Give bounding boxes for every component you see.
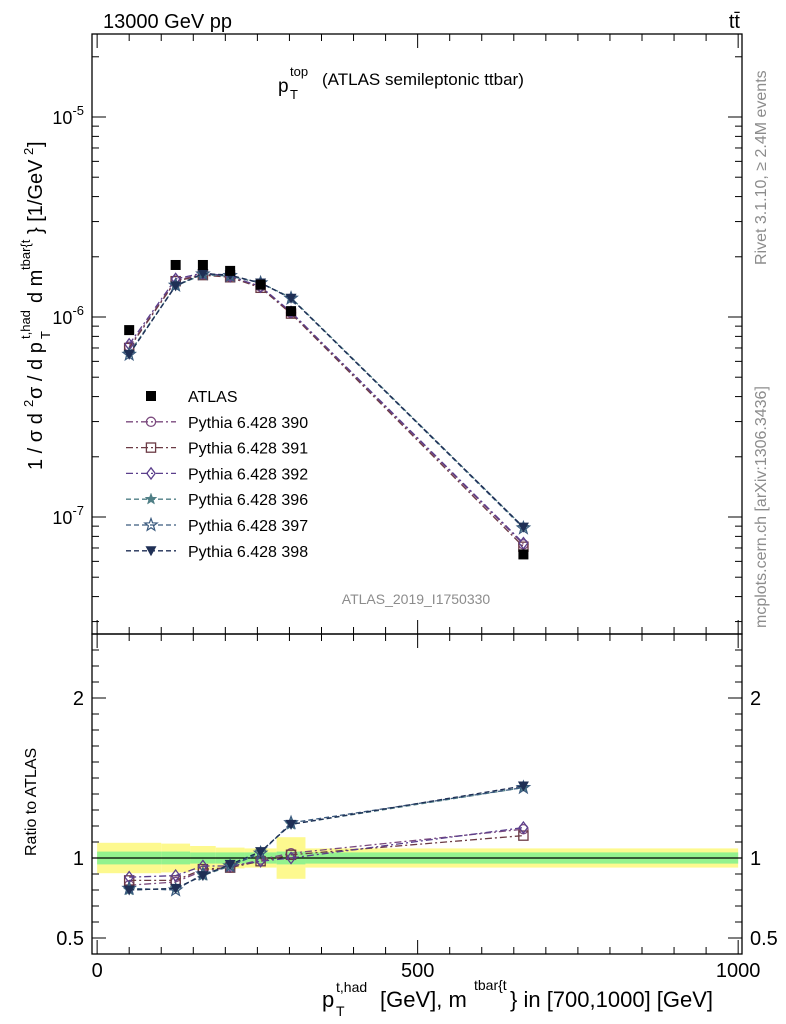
svg-text:2: 2	[21, 148, 36, 155]
legend: ATLAS Pythia 6.428 390 Pythia 6.428 391 Pyt…	[126, 389, 308, 561]
ratio-point	[123, 885, 135, 896]
data-point	[255, 279, 266, 290]
svg-text:(ATLAS semileptonic ttbar): (ATLAS semileptonic ttbar)	[322, 70, 524, 89]
legend-label: Pythia 6.428 391	[188, 441, 308, 458]
svg-text:d m: d m	[25, 270, 47, 303]
ratio-y-tick-label: 0.5	[56, 928, 84, 950]
ratio-y-tick-label: 1	[73, 848, 84, 870]
ratio-point	[285, 819, 297, 830]
ratio-frame	[91, 633, 743, 955]
svg-text:[GeV], m: [GeV], m	[380, 987, 467, 1012]
ratio-point	[286, 851, 297, 865]
x-tick-label: 0	[92, 960, 103, 982]
plot-title: p top T (ATLAS semileptonic ttbar)	[278, 64, 524, 102]
data-point	[124, 325, 135, 336]
ratio-y-tick-label-right: 1	[750, 848, 761, 870]
process-label: tt̄	[729, 11, 741, 33]
svg-text:tbar{t: tbar{t	[474, 977, 507, 993]
y-tick-label: 10-6	[52, 303, 84, 328]
series-point	[517, 522, 529, 533]
main-panel: 10-7 10-6 10-5	[52, 33, 743, 635]
svg-text:p: p	[322, 987, 334, 1012]
y-tick-label: 10-5	[52, 103, 84, 128]
data-point	[518, 549, 529, 560]
legend-marker	[145, 466, 157, 481]
ratio-point	[170, 883, 182, 894]
ratio-y-tick-label-right: 0.5	[750, 928, 778, 950]
svg-text:T: T	[290, 87, 298, 102]
series-point	[197, 268, 209, 279]
svg-text:top: top	[290, 64, 308, 79]
legend-marker	[145, 416, 157, 428]
x-axis: 0 500 1000	[92, 34, 761, 982]
svg-text:]: ]	[25, 141, 47, 147]
ratio-point	[170, 868, 181, 883]
legend-label: Pythia 6.428 392	[188, 466, 308, 483]
svg-text:2: 2	[21, 400, 36, 407]
mcplots-label: mcplots.cern.ch [arXiv:1306.3436]	[753, 386, 770, 628]
data-point	[225, 265, 236, 276]
svg-text:1 / σ d: 1 / σ d	[25, 413, 47, 470]
svg-text:T: T	[38, 331, 53, 339]
x-tick-label: 500	[401, 960, 434, 982]
series-point	[123, 349, 135, 360]
ratio-y-tick-label: 2	[73, 688, 84, 710]
legend-marker	[144, 492, 158, 505]
legend-marker	[145, 546, 157, 557]
svg-text:σ / d p: σ / d p	[25, 342, 47, 399]
ratio-point	[255, 854, 266, 868]
legend-marker-atlas	[146, 391, 156, 401]
ratio-point	[517, 781, 529, 792]
main-y-axis-title: 1 / σ d 2 σ / d p t,had T d m tbar{t } […	[18, 141, 53, 470]
svg-text:p: p	[278, 76, 289, 97]
legend-label: Pythia 6.428 397	[188, 518, 308, 535]
ratio-point	[518, 820, 529, 835]
legend-marker	[145, 442, 157, 453]
x-tick-label: 1000	[716, 960, 761, 982]
ratio-point	[518, 830, 529, 841]
svg-text:t,had: t,had	[336, 979, 367, 995]
series-point	[285, 293, 297, 304]
ratio-line	[129, 785, 524, 891]
series-point	[170, 281, 182, 292]
ratio-point	[197, 871, 209, 882]
data-point	[197, 259, 208, 270]
legend-marker	[143, 516, 159, 532]
legend-label: Pythia 6.428 398	[188, 544, 308, 561]
legend-label-atlas: ATLAS	[188, 389, 238, 406]
analysis-id-label: ATLAS_2019_I1750330	[342, 591, 491, 607]
svg-text:} in [700,1000] [GeV]: } in [700,1000] [GeV]	[510, 987, 713, 1012]
ratio-line	[129, 826, 524, 878]
svg-text:T: T	[336, 1003, 345, 1019]
x-axis-title: p t,had T [GeV], m tbar{t } in [700,1000…	[322, 977, 713, 1019]
svg-text:tbar{t: tbar{t	[18, 239, 33, 270]
series-point	[518, 536, 529, 550]
ratio-y-axis-title: Ratio to ATLAS	[23, 748, 40, 856]
svg-text:} [1/GeV: } [1/GeV	[25, 159, 47, 234]
legend-label: Pythia 6.428 390	[188, 415, 308, 432]
ratio-point	[285, 849, 297, 861]
ratio-point	[255, 847, 267, 858]
y-tick-label: 10-7	[52, 503, 84, 528]
legend-label: Pythia 6.428 396	[188, 492, 308, 509]
ratio-panel: 0.5 0.5 1 1 2 2	[56, 633, 778, 955]
ratio-point	[224, 859, 236, 870]
ratio-y-tick-label-right: 2	[750, 688, 761, 710]
data-point	[286, 306, 297, 317]
svg-text:t,had: t,had	[18, 310, 33, 339]
rivet-label: Rivet 3.1.10, ≥ 2.4M events	[753, 70, 770, 265]
energy-label: 13000 GeV pp	[103, 11, 232, 33]
data-point	[170, 259, 181, 270]
